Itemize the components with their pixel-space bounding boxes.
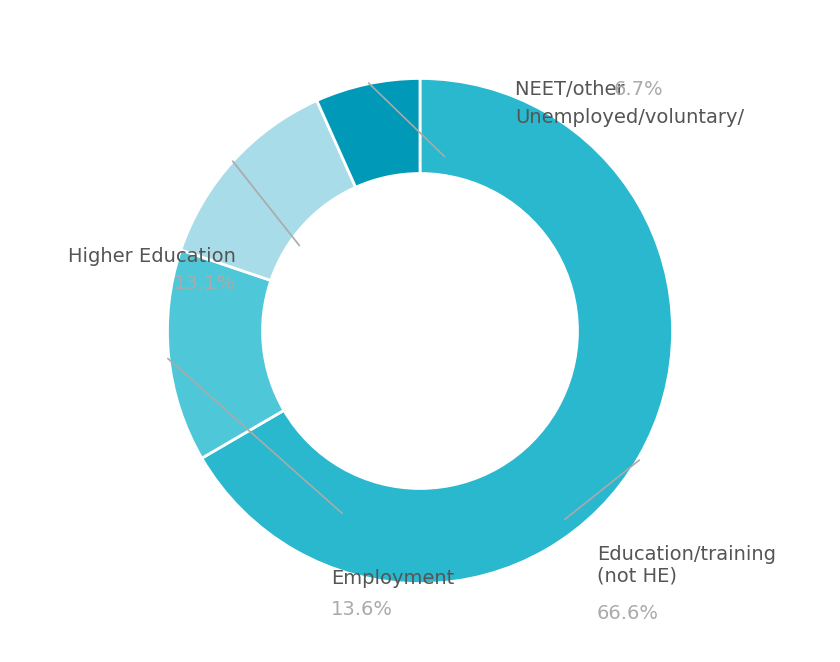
Text: 13.6%: 13.6%	[331, 600, 393, 619]
Wedge shape	[181, 101, 355, 281]
Text: 66.6%: 66.6%	[596, 604, 659, 624]
Text: Education/training
(not HE): Education/training (not HE)	[596, 545, 776, 586]
Text: Unemployed/voluntary/: Unemployed/voluntary/	[515, 109, 744, 128]
Text: 13.1%: 13.1%	[174, 273, 236, 293]
Text: NEET/other: NEET/other	[515, 80, 631, 99]
Text: Higher Education: Higher Education	[68, 247, 236, 266]
Wedge shape	[317, 78, 420, 187]
Text: 6.7%: 6.7%	[613, 80, 663, 99]
Wedge shape	[202, 78, 673, 584]
Text: Employment: Employment	[331, 569, 454, 588]
Wedge shape	[167, 250, 284, 458]
